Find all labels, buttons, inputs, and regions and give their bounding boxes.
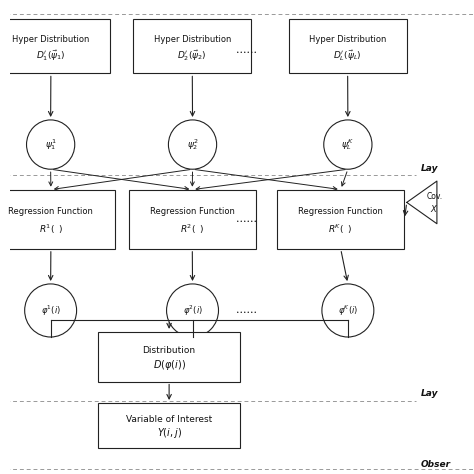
Text: Lay: Lay <box>420 389 438 398</box>
Text: $R^K(\;\;)$: $R^K(\;\;)$ <box>328 223 353 236</box>
Circle shape <box>322 284 374 337</box>
Text: $\varphi^2(i)$: $\varphi^2(i)$ <box>182 303 202 318</box>
Text: $\psi_2^2$: $\psi_2^2$ <box>187 137 199 152</box>
Text: $R^1(\;\;)$: $R^1(\;\;)$ <box>39 223 63 236</box>
Circle shape <box>27 120 75 169</box>
Text: ......: ...... <box>236 305 257 316</box>
Text: Regression Function: Regression Function <box>150 207 235 216</box>
Text: Hyper Distribution: Hyper Distribution <box>154 35 231 44</box>
Text: Variable of Interest: Variable of Interest <box>126 415 212 424</box>
FancyBboxPatch shape <box>0 19 110 73</box>
FancyBboxPatch shape <box>277 190 404 249</box>
Circle shape <box>166 284 219 337</box>
FancyBboxPatch shape <box>99 403 240 448</box>
Circle shape <box>324 120 372 169</box>
FancyBboxPatch shape <box>133 19 251 73</box>
FancyBboxPatch shape <box>99 332 240 382</box>
FancyBboxPatch shape <box>0 190 115 249</box>
Circle shape <box>168 120 217 169</box>
Text: Hyper Distribution: Hyper Distribution <box>12 35 90 44</box>
Text: $Y(i,j)$: $Y(i,j)$ <box>156 426 182 440</box>
Text: $D(\varphi(i))$: $D(\varphi(i))$ <box>153 358 186 372</box>
Text: Cov.: Cov. <box>427 192 443 201</box>
Text: Regression Function: Regression Function <box>298 207 383 216</box>
Circle shape <box>25 284 77 337</box>
FancyBboxPatch shape <box>128 190 256 249</box>
Text: Regression Function: Regression Function <box>9 207 93 216</box>
Text: Hyper Distribution: Hyper Distribution <box>309 35 386 44</box>
FancyBboxPatch shape <box>289 19 407 73</box>
Text: $\varphi^K(i)$: $\varphi^K(i)$ <box>338 303 358 318</box>
Text: ......: ...... <box>236 45 257 55</box>
Text: ......: ...... <box>236 214 257 224</box>
Text: $D_L^{\prime}(\vec{\psi}_L)$: $D_L^{\prime}(\vec{\psi}_L)$ <box>333 48 362 63</box>
Text: $\psi_1^1$: $\psi_1^1$ <box>45 137 56 152</box>
Text: Lay: Lay <box>420 164 438 173</box>
Text: Distribution: Distribution <box>143 346 196 355</box>
Text: $X$: $X$ <box>430 202 439 214</box>
Text: $\psi_L^K$: $\psi_L^K$ <box>341 137 355 152</box>
Text: $D_2^{\prime}(\vec{\psi}_2)$: $D_2^{\prime}(\vec{\psi}_2)$ <box>177 48 207 63</box>
Text: $\varphi^1(i)$: $\varphi^1(i)$ <box>41 303 61 318</box>
Text: Obser: Obser <box>420 460 451 469</box>
Text: $D_1^{\prime}(\vec{\psi}_1)$: $D_1^{\prime}(\vec{\psi}_1)$ <box>36 48 66 63</box>
Text: $R^2(\;\;)$: $R^2(\;\;)$ <box>180 223 204 236</box>
